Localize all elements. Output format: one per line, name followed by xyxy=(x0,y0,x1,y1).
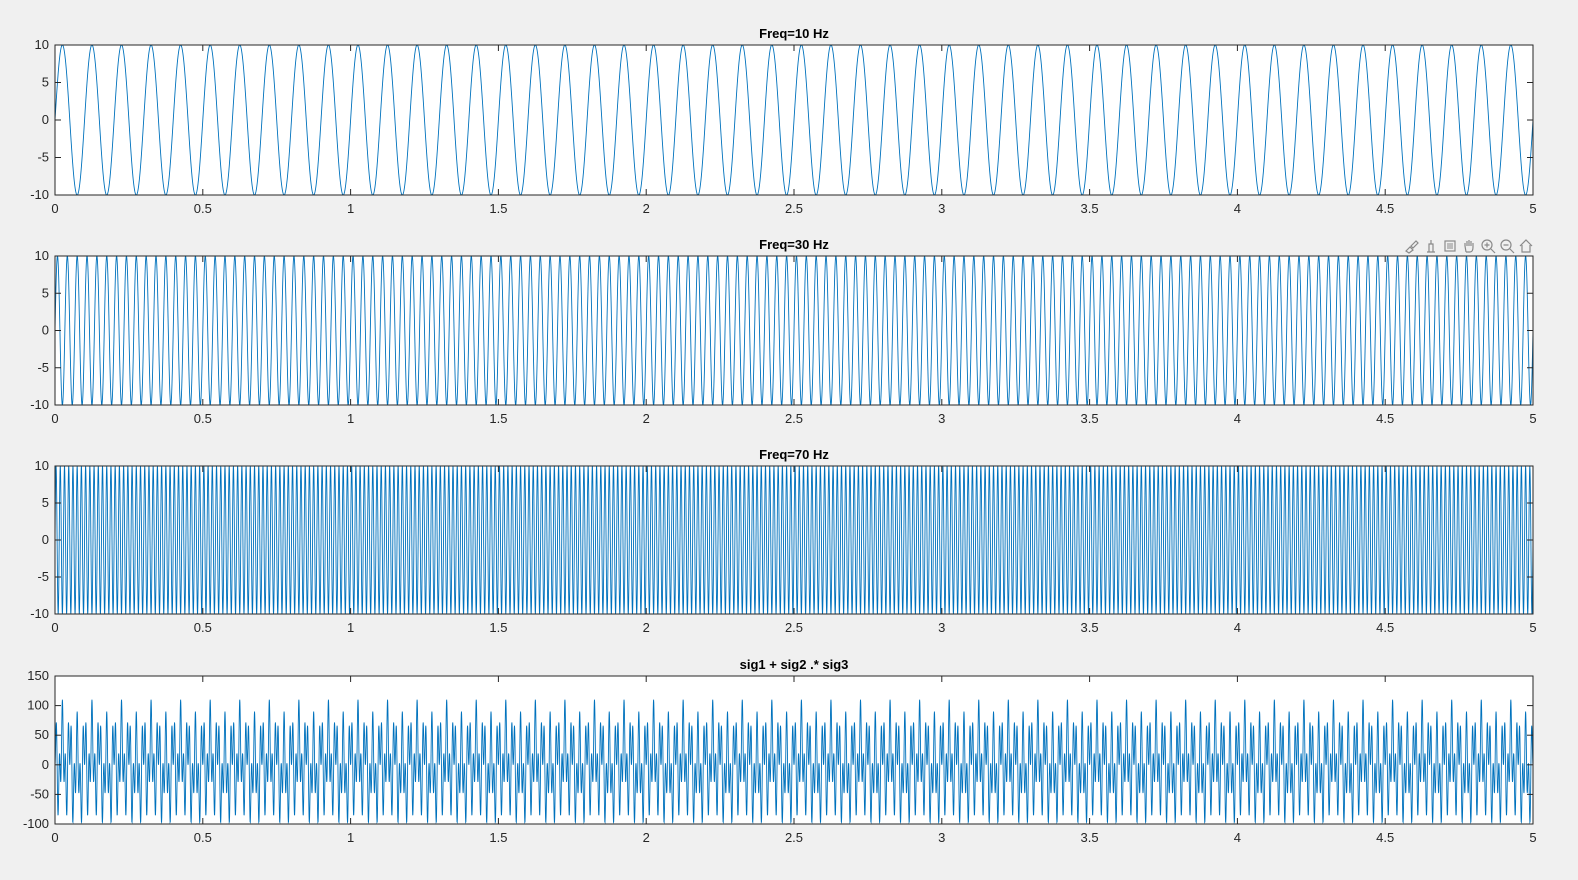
x-tick-label: 5 xyxy=(1529,411,1536,426)
x-tick-label: 3.5 xyxy=(1081,201,1099,216)
y-tick-label: 100 xyxy=(27,698,49,713)
y-tick-label: -10 xyxy=(30,187,49,202)
chart-title: sig1 + sig2 .* sig3 xyxy=(740,657,849,672)
x-tick-label: 0.5 xyxy=(194,411,212,426)
x-tick-label: 2.5 xyxy=(785,411,803,426)
x-tick-label: 3 xyxy=(938,411,945,426)
x-tick-label: 3.5 xyxy=(1081,830,1099,845)
subplot-4: 0 0.5 1 1.5 2 2.5 3 3.5 4 4.5 5 -100 -50 0 50 100 150 sig… xyxy=(23,657,1537,845)
y-tick-label: 10 xyxy=(35,37,49,52)
plot-area xyxy=(55,676,1533,824)
x-tick-label: 3.5 xyxy=(1081,620,1099,635)
y-tick-label: 5 xyxy=(42,495,49,510)
datatip-icon[interactable] xyxy=(1423,237,1440,255)
x-tick-label: 3 xyxy=(938,620,945,635)
series-line xyxy=(55,466,1533,614)
chart-title: Freq=70 Hz xyxy=(759,447,829,462)
y-tick-label: -10 xyxy=(30,606,49,621)
y-tick-label: -5 xyxy=(37,360,49,375)
x-tick-label: 1 xyxy=(347,411,354,426)
y-tick-label: 5 xyxy=(42,285,49,300)
subplot-1: 0 0.5 1 1.5 2 2.5 3 3.5 4 4.5 5 -10 -5 0 5 10 Freq=10 Hz xyxy=(30,26,1536,216)
x-tick-label: 4.5 xyxy=(1376,201,1394,216)
x-tick-label: 1 xyxy=(347,201,354,216)
zoom-out-icon[interactable] xyxy=(1498,237,1515,255)
series-line xyxy=(55,45,1533,195)
x-tick-label: 2.5 xyxy=(785,830,803,845)
pan-icon[interactable] xyxy=(1461,237,1478,255)
x-tick-label: 4 xyxy=(1234,411,1241,426)
y-tick-label: 0 xyxy=(42,112,49,127)
zoom-in-icon[interactable] xyxy=(1479,237,1496,255)
y-tick-label: 150 xyxy=(27,668,49,683)
x-tick-label: 2 xyxy=(643,620,650,635)
x-tick-label: 1.5 xyxy=(489,201,507,216)
y-tick-label: 0 xyxy=(42,323,49,338)
chart-title: Freq=30 Hz xyxy=(759,237,829,252)
x-tick-label: 4 xyxy=(1234,201,1241,216)
x-tick-label: 5 xyxy=(1529,620,1536,635)
x-tick-label: 3.5 xyxy=(1081,411,1099,426)
y-tick-label: -5 xyxy=(37,569,49,584)
subplot-3: 0 0.5 1 1.5 2 2.5 3 3.5 4 4.5 5 -10 -5 0 5 10 Freq=70 Hz xyxy=(30,447,1536,635)
x-tick-label: 0 xyxy=(51,830,58,845)
y-tick-label: 50 xyxy=(35,727,49,742)
x-tick-label: 5 xyxy=(1529,830,1536,845)
y-tick-label: 10 xyxy=(35,458,49,473)
x-tick-label: 0 xyxy=(51,201,58,216)
x-tick-label: 0 xyxy=(51,411,58,426)
series-line xyxy=(55,256,1533,405)
rotate-icon[interactable] xyxy=(1442,237,1459,255)
y-tick-label: -5 xyxy=(37,150,49,165)
x-tick-label: 4 xyxy=(1234,830,1241,845)
x-tick-label: 0 xyxy=(51,620,58,635)
series-line xyxy=(55,699,1533,824)
subplot-2: 0 0.5 1 1.5 2 2.5 3 3.5 4 4.5 5 -10 -5 0 5 10 Freq=30 Hz xyxy=(30,237,1536,426)
y-tick-label: 0 xyxy=(42,757,49,772)
x-tick-label: 3 xyxy=(938,830,945,845)
x-tick-label: 1 xyxy=(347,620,354,635)
x-tick-label: 5 xyxy=(1529,201,1536,216)
y-tick-label: 5 xyxy=(42,75,49,90)
x-tick-label: 0.5 xyxy=(194,620,212,635)
x-tick-label: 4.5 xyxy=(1376,411,1394,426)
x-tick-label: 0.5 xyxy=(194,201,212,216)
y-tick-label: 0 xyxy=(42,532,49,547)
x-tick-label: 1.5 xyxy=(489,830,507,845)
x-tick-label: 2.5 xyxy=(785,620,803,635)
x-tick-label: 4 xyxy=(1234,620,1241,635)
x-tick-label: 2 xyxy=(643,201,650,216)
x-tick-label: 4.5 xyxy=(1376,830,1394,845)
y-tick-label: -100 xyxy=(23,816,49,831)
y-tick-label: -10 xyxy=(30,397,49,412)
x-tick-label: 0.5 xyxy=(194,830,212,845)
y-tick-label: -50 xyxy=(30,786,49,801)
home-icon[interactable] xyxy=(1517,237,1534,255)
x-tick-label: 1.5 xyxy=(489,620,507,635)
x-tick-label: 2 xyxy=(643,830,650,845)
x-tick-label: 3 xyxy=(938,201,945,216)
chart-title: Freq=10 Hz xyxy=(759,26,829,41)
brush-icon[interactable] xyxy=(1404,237,1421,255)
x-tick-label: 4.5 xyxy=(1376,620,1394,635)
x-tick-label: 1 xyxy=(347,830,354,845)
x-tick-label: 2.5 xyxy=(785,201,803,216)
axes-toolbar xyxy=(1404,237,1534,255)
y-tick-label: 10 xyxy=(35,248,49,263)
x-tick-label: 1.5 xyxy=(489,411,507,426)
x-tick-label: 2 xyxy=(643,411,650,426)
